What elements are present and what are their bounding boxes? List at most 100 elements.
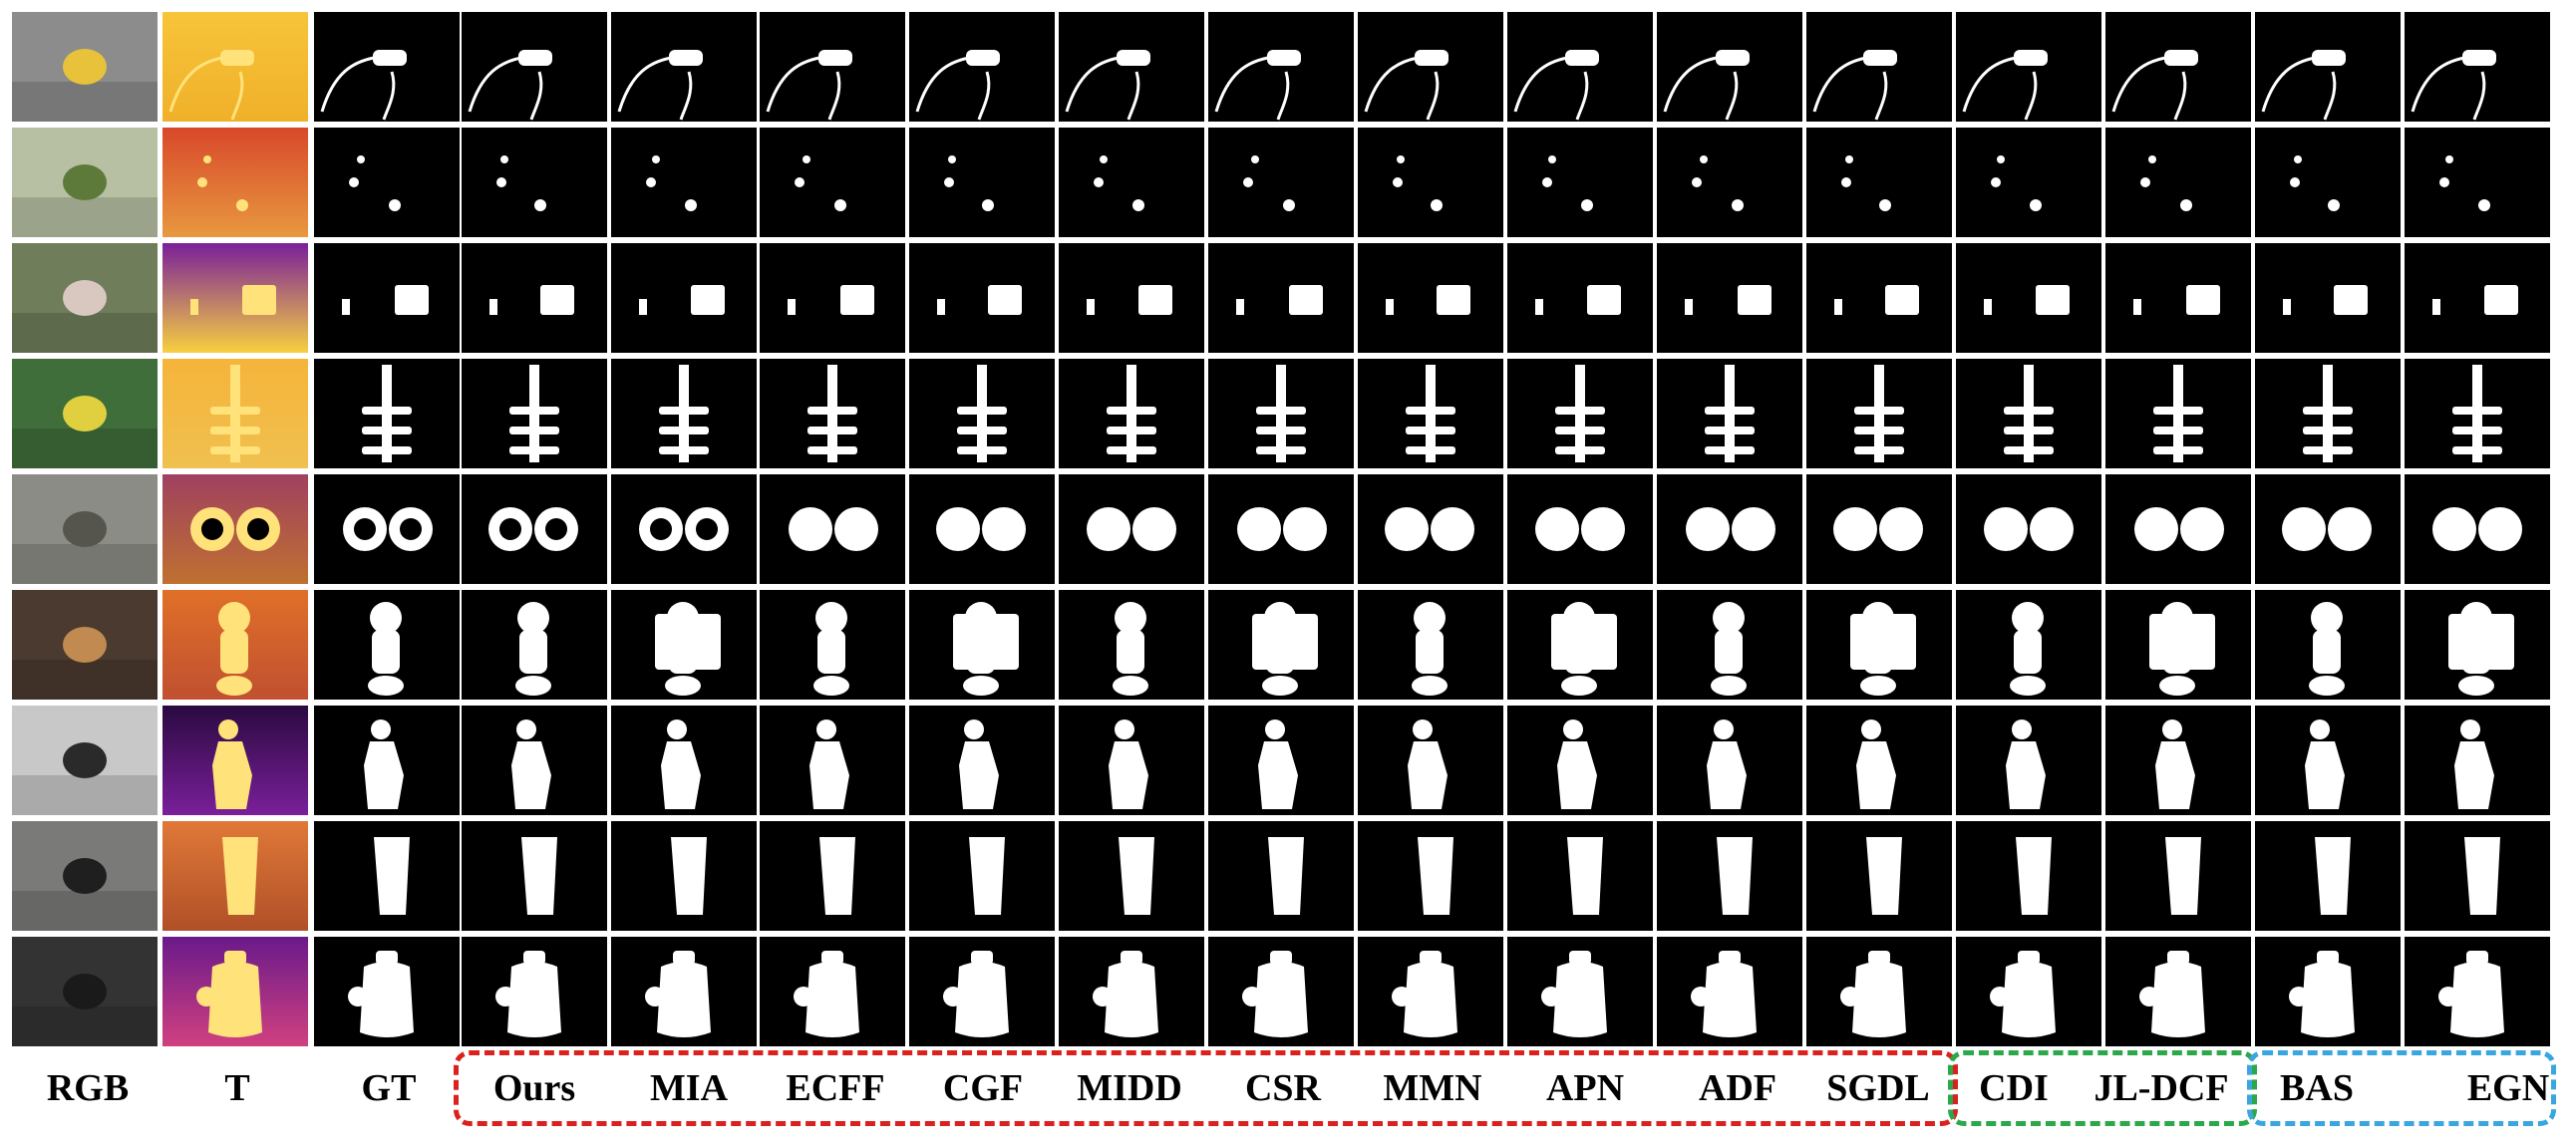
result-cell [2405, 590, 2550, 700]
column-label: MIDD [1077, 1067, 1182, 1109]
result-cell [611, 12, 757, 122]
result-cell [611, 821, 757, 931]
result-image [1507, 821, 1653, 931]
column-label: MMN [1383, 1067, 1482, 1109]
result-image [1059, 937, 1204, 1046]
result-cell [1358, 474, 1503, 584]
result-image [1956, 590, 2101, 700]
result-image [1806, 359, 1952, 468]
result-cell [1059, 128, 1204, 237]
result-image [162, 12, 308, 122]
result-cell [1806, 128, 1952, 237]
result-image [1657, 590, 1802, 700]
result-cell [1806, 359, 1952, 468]
result-image [1358, 937, 1503, 1046]
result-image [760, 937, 905, 1046]
result-image [1657, 243, 1802, 353]
result-cell [1956, 590, 2101, 700]
result-image [1507, 243, 1653, 353]
result-image [314, 128, 460, 237]
result-cell [1208, 821, 1354, 931]
result-cell [314, 706, 460, 815]
result-image [1657, 128, 1802, 237]
result-image [2255, 243, 2401, 353]
result-cell [314, 590, 460, 700]
result-cell [1956, 128, 2101, 237]
result-cell [462, 590, 607, 700]
result-image [12, 128, 158, 237]
result-image [1059, 128, 1204, 237]
result-image [2405, 359, 2550, 468]
result-cell [1806, 474, 1952, 584]
result-image [1507, 590, 1653, 700]
result-image [2105, 821, 2251, 931]
result-image [162, 474, 308, 584]
result-image [462, 359, 607, 468]
result-cell [909, 243, 1055, 353]
result-cell [1657, 128, 1802, 237]
result-cell [760, 821, 905, 931]
result-cell [1208, 937, 1354, 1046]
result-image [1358, 821, 1503, 931]
result-image [2105, 12, 2251, 122]
column-label: BAS [2280, 1067, 2354, 1109]
group-box-rgbt-methods [454, 1050, 1958, 1126]
group-box-rgb-methods [2247, 1050, 2556, 1126]
result-cell [2105, 590, 2251, 700]
result-cell [2405, 937, 2550, 1046]
result-image [462, 12, 607, 122]
column-label: CDI [1979, 1067, 2049, 1109]
column-label: SGDL [1826, 1067, 1930, 1109]
result-cell [1507, 590, 1653, 700]
result-cell [2405, 821, 2550, 931]
result-cell [162, 590, 308, 700]
result-cell [162, 128, 308, 237]
result-image [1657, 821, 1802, 931]
result-cell [314, 128, 460, 237]
result-image [462, 243, 607, 353]
result-cell [462, 937, 607, 1046]
group-box-rgbd-methods [1948, 1050, 2257, 1126]
result-cell [611, 243, 757, 353]
result-image [611, 474, 757, 584]
result-cell [909, 937, 1055, 1046]
result-cell [1059, 821, 1204, 931]
result-cell [1657, 590, 1802, 700]
result-image [2105, 243, 2251, 353]
result-cell [1507, 359, 1653, 468]
result-cell [1208, 474, 1354, 584]
result-image [760, 12, 905, 122]
result-image [760, 706, 905, 815]
result-cell [2105, 128, 2251, 237]
result-cell [314, 821, 460, 931]
result-cell [2405, 706, 2550, 815]
result-image [2405, 474, 2550, 584]
result-cell [1806, 706, 1952, 815]
result-image [1358, 359, 1503, 468]
result-cell [12, 474, 158, 584]
result-image [1208, 937, 1354, 1046]
result-cell [909, 590, 1055, 700]
result-cell [909, 128, 1055, 237]
result-cell [1956, 12, 2101, 122]
result-cell [760, 474, 905, 584]
result-cell [1059, 474, 1204, 584]
result-image [1657, 359, 1802, 468]
result-cell [462, 821, 607, 931]
result-cell [1956, 821, 2101, 931]
column-label: CSR [1244, 1067, 1322, 1109]
result-image [162, 128, 308, 237]
result-image [1208, 128, 1354, 237]
result-image [1507, 706, 1653, 815]
result-image [760, 590, 905, 700]
result-cell [12, 590, 158, 700]
result-cell [162, 706, 308, 815]
result-cell [1358, 821, 1503, 931]
result-cell [1956, 474, 2101, 584]
result-image [611, 128, 757, 237]
column-label: Ours [492, 1067, 576, 1109]
result-image [1956, 359, 2101, 468]
result-cell [2405, 474, 2550, 584]
column-label: APN [1545, 1067, 1625, 1109]
result-cell [462, 128, 607, 237]
